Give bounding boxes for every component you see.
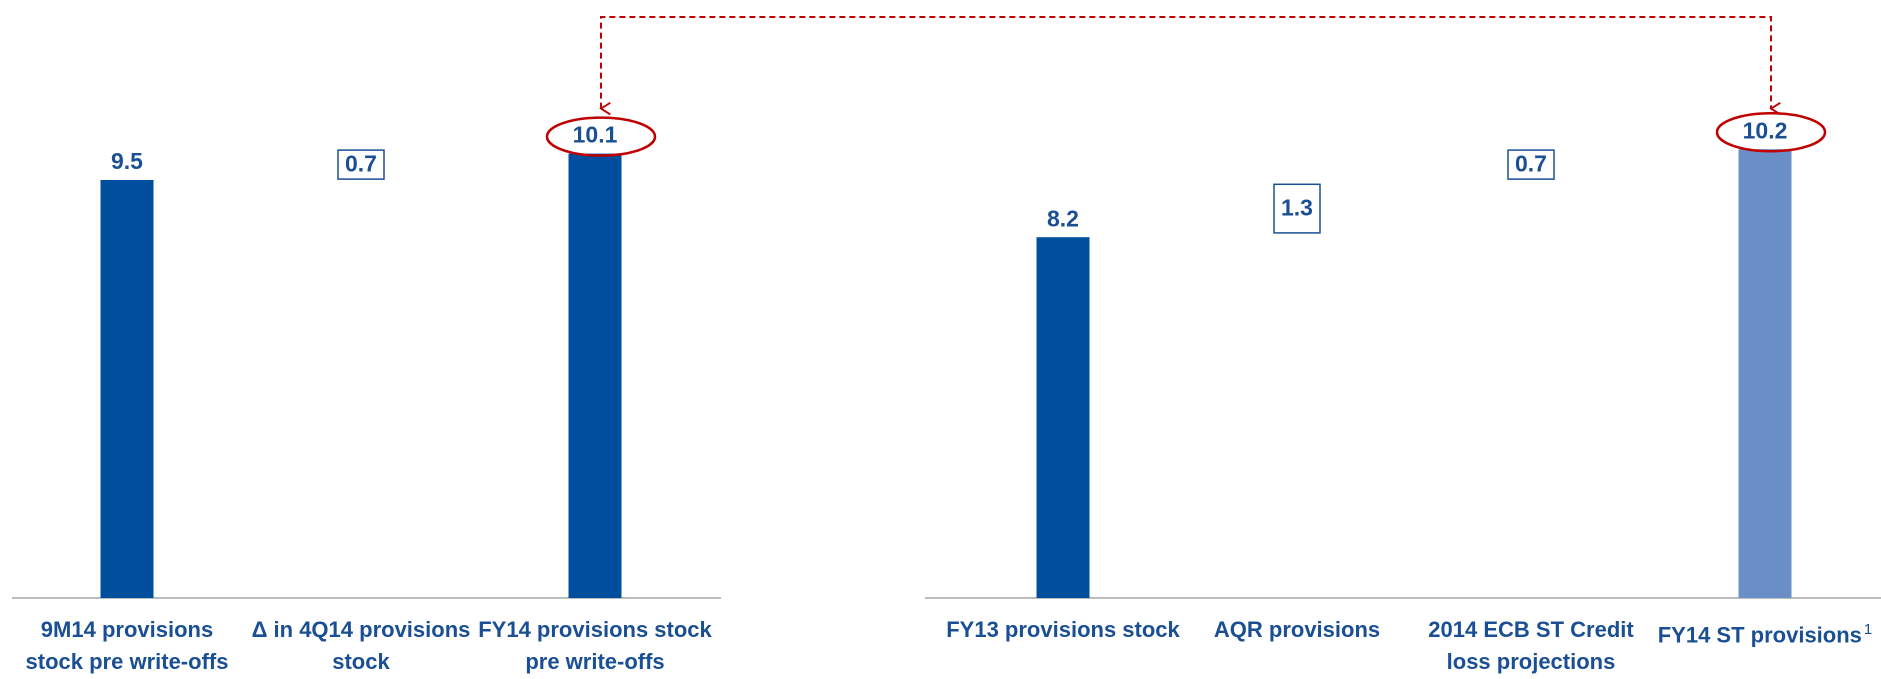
x-tick-label: AQR provisions xyxy=(1180,614,1414,646)
value-label: 8.2 xyxy=(1047,205,1079,231)
value-box xyxy=(337,149,385,180)
bar xyxy=(568,153,622,598)
highlight-circle xyxy=(545,116,657,157)
category-text: 2014 ECB ST Credit loss projections xyxy=(1428,617,1634,674)
x-tick-label: FY14 provisions stock pre write-offs xyxy=(478,614,712,678)
value-label: 0.7 xyxy=(345,151,377,177)
value-box xyxy=(1507,149,1555,180)
x-tick-label: Δ in 4Q14 provisions stock xyxy=(244,614,478,678)
x-tick-label: 2014 ECB ST Credit loss projections xyxy=(1414,614,1648,678)
bar xyxy=(1036,237,1090,598)
value-label: 10.1 xyxy=(573,122,618,148)
x-tick-label: FY14 ST provisions 1 xyxy=(1648,614,1881,651)
footnote-mark: 1 xyxy=(1863,621,1873,638)
bar xyxy=(1738,149,1792,598)
bar xyxy=(100,180,154,598)
category-text: Δ in 4Q14 provisions stock xyxy=(251,617,471,674)
category-text: FY14 provisions stock pre write-offs xyxy=(478,617,712,674)
x-tick-label: 9M14 provisions stock pre write-offs xyxy=(10,614,244,678)
category-text: AQR provisions xyxy=(1213,617,1381,642)
category-text: FY14 ST provisions xyxy=(1657,622,1862,648)
connector-arrow xyxy=(599,16,1781,116)
value-label: 9.5 xyxy=(111,148,143,174)
value-label: 1.3 xyxy=(1281,195,1313,221)
value-label: 10.2 xyxy=(1743,117,1788,143)
x-tick-label: FY13 provisions stock xyxy=(946,614,1180,646)
value-label: 0.7 xyxy=(1515,151,1547,177)
value-box xyxy=(1273,183,1321,234)
category-text: 9M14 provisions stock pre write-offs xyxy=(25,617,229,674)
category-text: FY13 provisions stock xyxy=(946,617,1180,642)
